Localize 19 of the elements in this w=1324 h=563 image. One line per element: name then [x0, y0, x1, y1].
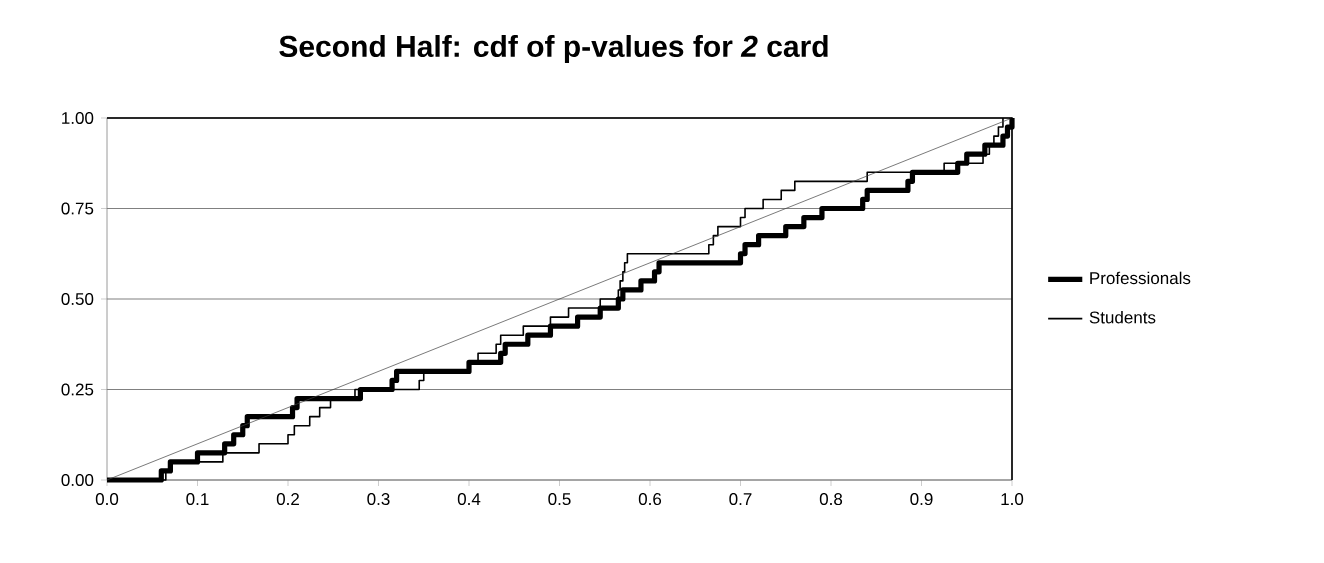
- chart-title: Second Half: cdf of p-values for 2 card: [279, 35, 828, 63]
- y-tick-label: 0.00: [61, 474, 94, 487]
- x-tick-label: 0.6: [638, 493, 662, 506]
- y-tick-label: 1.00: [62, 111, 94, 125]
- x-tick-label: 0.5: [548, 493, 571, 506]
- x-tick-label: 0.1: [186, 493, 209, 506]
- x-tick-label: 1.0: [1001, 493, 1024, 506]
- y-tick-label: 0.75: [61, 202, 94, 215]
- y-tick-label: 0.50: [61, 292, 94, 306]
- x-tick-label: 0.2: [276, 493, 299, 506]
- y-tick-label: 0.25: [61, 383, 94, 396]
- x-tick-label: 0.7: [729, 493, 752, 506]
- x-tick-label: 0.4: [457, 493, 481, 506]
- legend-label: Professionals: [1090, 271, 1191, 285]
- x-tick-label: 0.0: [95, 493, 119, 506]
- legend-label: Students: [1089, 310, 1156, 324]
- x-tick-label: 0.3: [367, 493, 390, 506]
- x-tick-label: 0.9: [910, 493, 933, 506]
- x-tick-label: 0.8: [819, 493, 843, 506]
